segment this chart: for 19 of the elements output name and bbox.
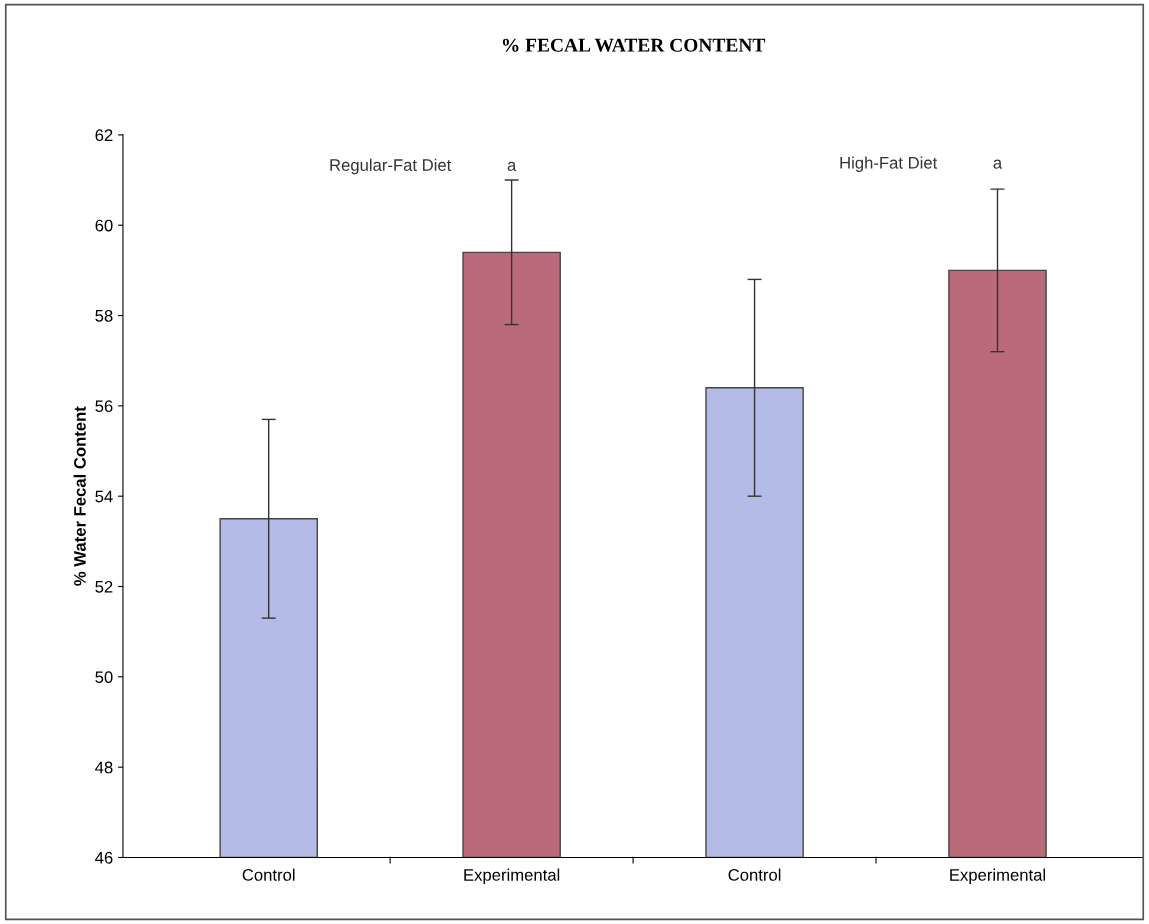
y-tick-label: 56 — [95, 400, 113, 413]
y-tick-label: 58 — [95, 309, 113, 322]
annotation: High-Fat Diet — [840, 156, 938, 173]
y-tick-label: 46 — [95, 851, 113, 864]
annotation: Regular-Fat Diet — [330, 158, 452, 175]
x-tick-label: Control — [242, 868, 295, 881]
x-tick-label: Experimental — [950, 868, 1046, 885]
y-tick-label: 62 — [95, 129, 113, 142]
x-tick-label: Experimental — [464, 868, 560, 885]
annotation: a — [993, 159, 1003, 169]
x-tick-label: Control — [728, 868, 781, 881]
annotation: a — [507, 161, 517, 171]
y-axis-title: % Water Fecal Content — [73, 406, 86, 586]
y-tick-label: 50 — [95, 671, 113, 684]
y-tick-label: 60 — [95, 219, 113, 232]
y-tick-label: 52 — [95, 580, 113, 593]
chart-title: % FECAL WATER CONTENT — [502, 38, 766, 52]
y-tick-label: 54 — [95, 490, 113, 503]
y-tick-label: 48 — [95, 761, 113, 774]
